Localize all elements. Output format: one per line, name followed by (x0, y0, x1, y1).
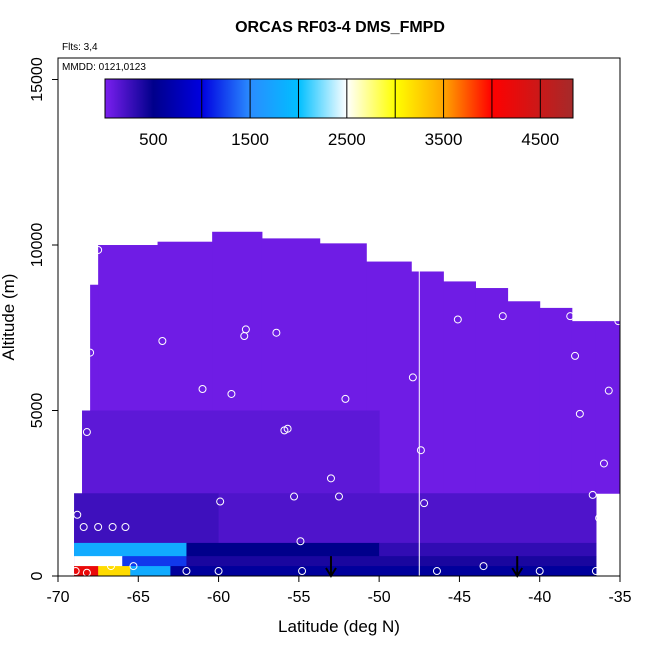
colorbar-tick-label: 2500 (328, 130, 366, 149)
x-tick-label: -45 (448, 589, 471, 606)
cell (74, 493, 220, 544)
point (106, 562, 115, 571)
colorbar-tick-label: 4500 (521, 130, 559, 149)
colorbar-tick-label: 500 (139, 130, 167, 149)
point (214, 567, 223, 576)
plot-frame (57, 57, 621, 577)
colorbar-tick-label: 1500 (231, 130, 269, 149)
point (408, 373, 417, 382)
point (129, 562, 138, 571)
curtain (74, 231, 620, 576)
point (326, 474, 335, 483)
x-tick-label: -50 (368, 589, 391, 606)
y-tick-label: 0 (29, 571, 46, 580)
point (432, 567, 441, 576)
cell (82, 410, 380, 494)
point (71, 567, 80, 576)
annotation: Flts: 3,4 (62, 42, 98, 53)
point (283, 424, 292, 433)
point (416, 446, 425, 455)
point (591, 567, 600, 576)
x-axis-label: Latitude (deg N) (278, 617, 400, 636)
cell (186, 556, 597, 567)
cell (186, 542, 380, 557)
cell (379, 542, 597, 557)
point (420, 499, 429, 508)
x-tick-label: -60 (207, 589, 230, 606)
point (82, 428, 91, 437)
point (575, 409, 584, 418)
cell (122, 556, 187, 567)
annotation: MMDD: 0121,0123 (62, 62, 146, 73)
point (298, 567, 307, 576)
point (73, 510, 82, 519)
point (158, 336, 167, 345)
x-tick-label: -40 (528, 589, 551, 606)
cell (218, 493, 597, 544)
point (182, 567, 191, 576)
point (108, 523, 117, 532)
point (571, 351, 580, 360)
cell (170, 566, 597, 576)
y-tick-label: 15000 (29, 57, 46, 102)
point (290, 492, 299, 501)
point (335, 492, 343, 501)
x-tick-label: -70 (46, 589, 69, 606)
point (595, 514, 604, 523)
x-tick-label: -55 (287, 589, 310, 606)
cell (98, 566, 131, 576)
point (341, 394, 350, 403)
cell (74, 556, 123, 567)
point (86, 348, 95, 357)
point (94, 245, 103, 254)
point (216, 497, 225, 506)
chart-title: ORCAS RF03-4 DMS_FMPD (235, 19, 445, 36)
y-tick-label: 5000 (29, 393, 46, 429)
point (479, 562, 488, 571)
cell (595, 321, 620, 494)
point (588, 490, 597, 499)
point (94, 523, 103, 532)
point (614, 317, 623, 326)
point (296, 537, 305, 546)
cell (74, 566, 99, 576)
y-axis-label: Altitude (m) (0, 274, 18, 361)
point (121, 523, 130, 532)
x-tick-label: -35 (608, 589, 631, 606)
point (498, 312, 507, 321)
point (227, 389, 236, 398)
colorbar-tick-label: 3500 (425, 130, 463, 149)
cell (130, 566, 171, 576)
point (198, 384, 207, 393)
x-tick-label: -65 (127, 589, 150, 606)
point (240, 332, 249, 341)
point (272, 328, 281, 337)
point (566, 312, 575, 321)
point (535, 567, 544, 576)
colorbar (104, 78, 574, 119)
y-tick-label: 10000 (29, 223, 46, 268)
overlay: -70 -65 -60 -55 -50 -45 -40 -35 0 5000 10000 15000 5… (29, 57, 632, 606)
point (453, 315, 462, 324)
point (599, 459, 608, 468)
point (604, 386, 613, 395)
cell (74, 542, 187, 557)
point (79, 523, 88, 532)
